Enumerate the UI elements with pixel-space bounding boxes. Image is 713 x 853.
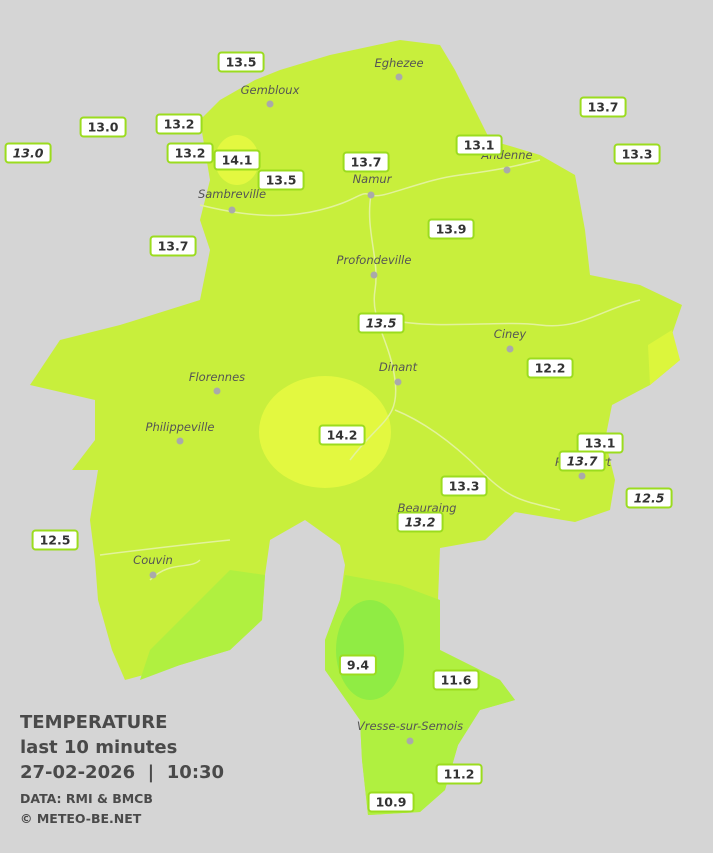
town-name: Eghezee — [374, 56, 423, 70]
town-name: Namur — [353, 172, 393, 186]
town-dot — [406, 737, 414, 745]
temperature-label: 14.1 — [213, 149, 261, 171]
legend-subtitle: last 10 minutes — [20, 737, 178, 758]
temperature-label: 12.5 — [625, 487, 673, 509]
temperature-label: 13.3 — [440, 475, 488, 497]
town-dot — [506, 345, 514, 353]
temperature-label: 12.5 — [31, 529, 79, 551]
town-dot — [213, 387, 221, 395]
town-name: Vresse-sur-Semois — [357, 719, 463, 733]
town-name: Florennes — [189, 370, 245, 384]
temperature-label: 13.2 — [396, 511, 444, 533]
town-name: Profondeville — [337, 253, 412, 267]
temperature-label: 13.0 — [4, 142, 52, 164]
cold-patch — [336, 600, 404, 700]
temperature-label: 13.7 — [149, 235, 197, 257]
temperature-label: 11.2 — [435, 763, 483, 785]
town-dot — [394, 378, 402, 386]
temperature-label: 9.4 — [338, 654, 378, 676]
town-dot — [176, 437, 184, 445]
town-name: Gembloux — [241, 83, 300, 97]
temperature-label: 13.2 — [166, 142, 214, 164]
temperature-label: 13.1 — [455, 134, 503, 156]
temperature-label: 14.2 — [318, 424, 366, 446]
legend-source: DATA: RMI & BMCB — [20, 791, 153, 806]
legend-title: TEMPERATURE — [20, 712, 168, 733]
town-name: Sambreville — [198, 187, 266, 201]
town-dot — [395, 73, 403, 81]
temperature-label: 13.7 — [558, 450, 606, 472]
temperature-label: 10.9 — [367, 791, 415, 813]
town-name: Philippeville — [146, 420, 215, 434]
warm-zone — [648, 330, 680, 385]
town-dot — [578, 472, 586, 480]
temperature-label: 13.7 — [342, 151, 390, 173]
town-dot — [149, 571, 157, 579]
legend-datetime: 27-02-2026 | 10:30 — [20, 762, 225, 783]
cool-zone — [140, 570, 265, 680]
temperature-label: 13.7 — [579, 96, 627, 118]
temperature-label: 13.2 — [155, 113, 203, 135]
town-name: Ciney — [494, 327, 527, 341]
town-dot — [370, 271, 378, 279]
temperature-label: 13.5 — [257, 169, 305, 191]
legend-copyright: © METEO-BE.NET — [20, 811, 142, 826]
temperature-label: 11.6 — [432, 669, 480, 691]
temperature-label: 13.9 — [427, 218, 475, 240]
town-dot — [367, 191, 375, 199]
temperature-label: 13.5 — [217, 51, 265, 73]
town-name: Couvin — [133, 553, 173, 567]
town-dot — [503, 166, 511, 174]
town-dot — [228, 206, 236, 214]
temperature-label: 13.0 — [79, 116, 127, 138]
temperature-label: 13.3 — [613, 143, 661, 165]
town-dot — [266, 100, 274, 108]
temperature-label: 13.5 — [357, 312, 405, 334]
town-name: Dinant — [379, 360, 418, 374]
temperature-label: 12.2 — [526, 357, 574, 379]
